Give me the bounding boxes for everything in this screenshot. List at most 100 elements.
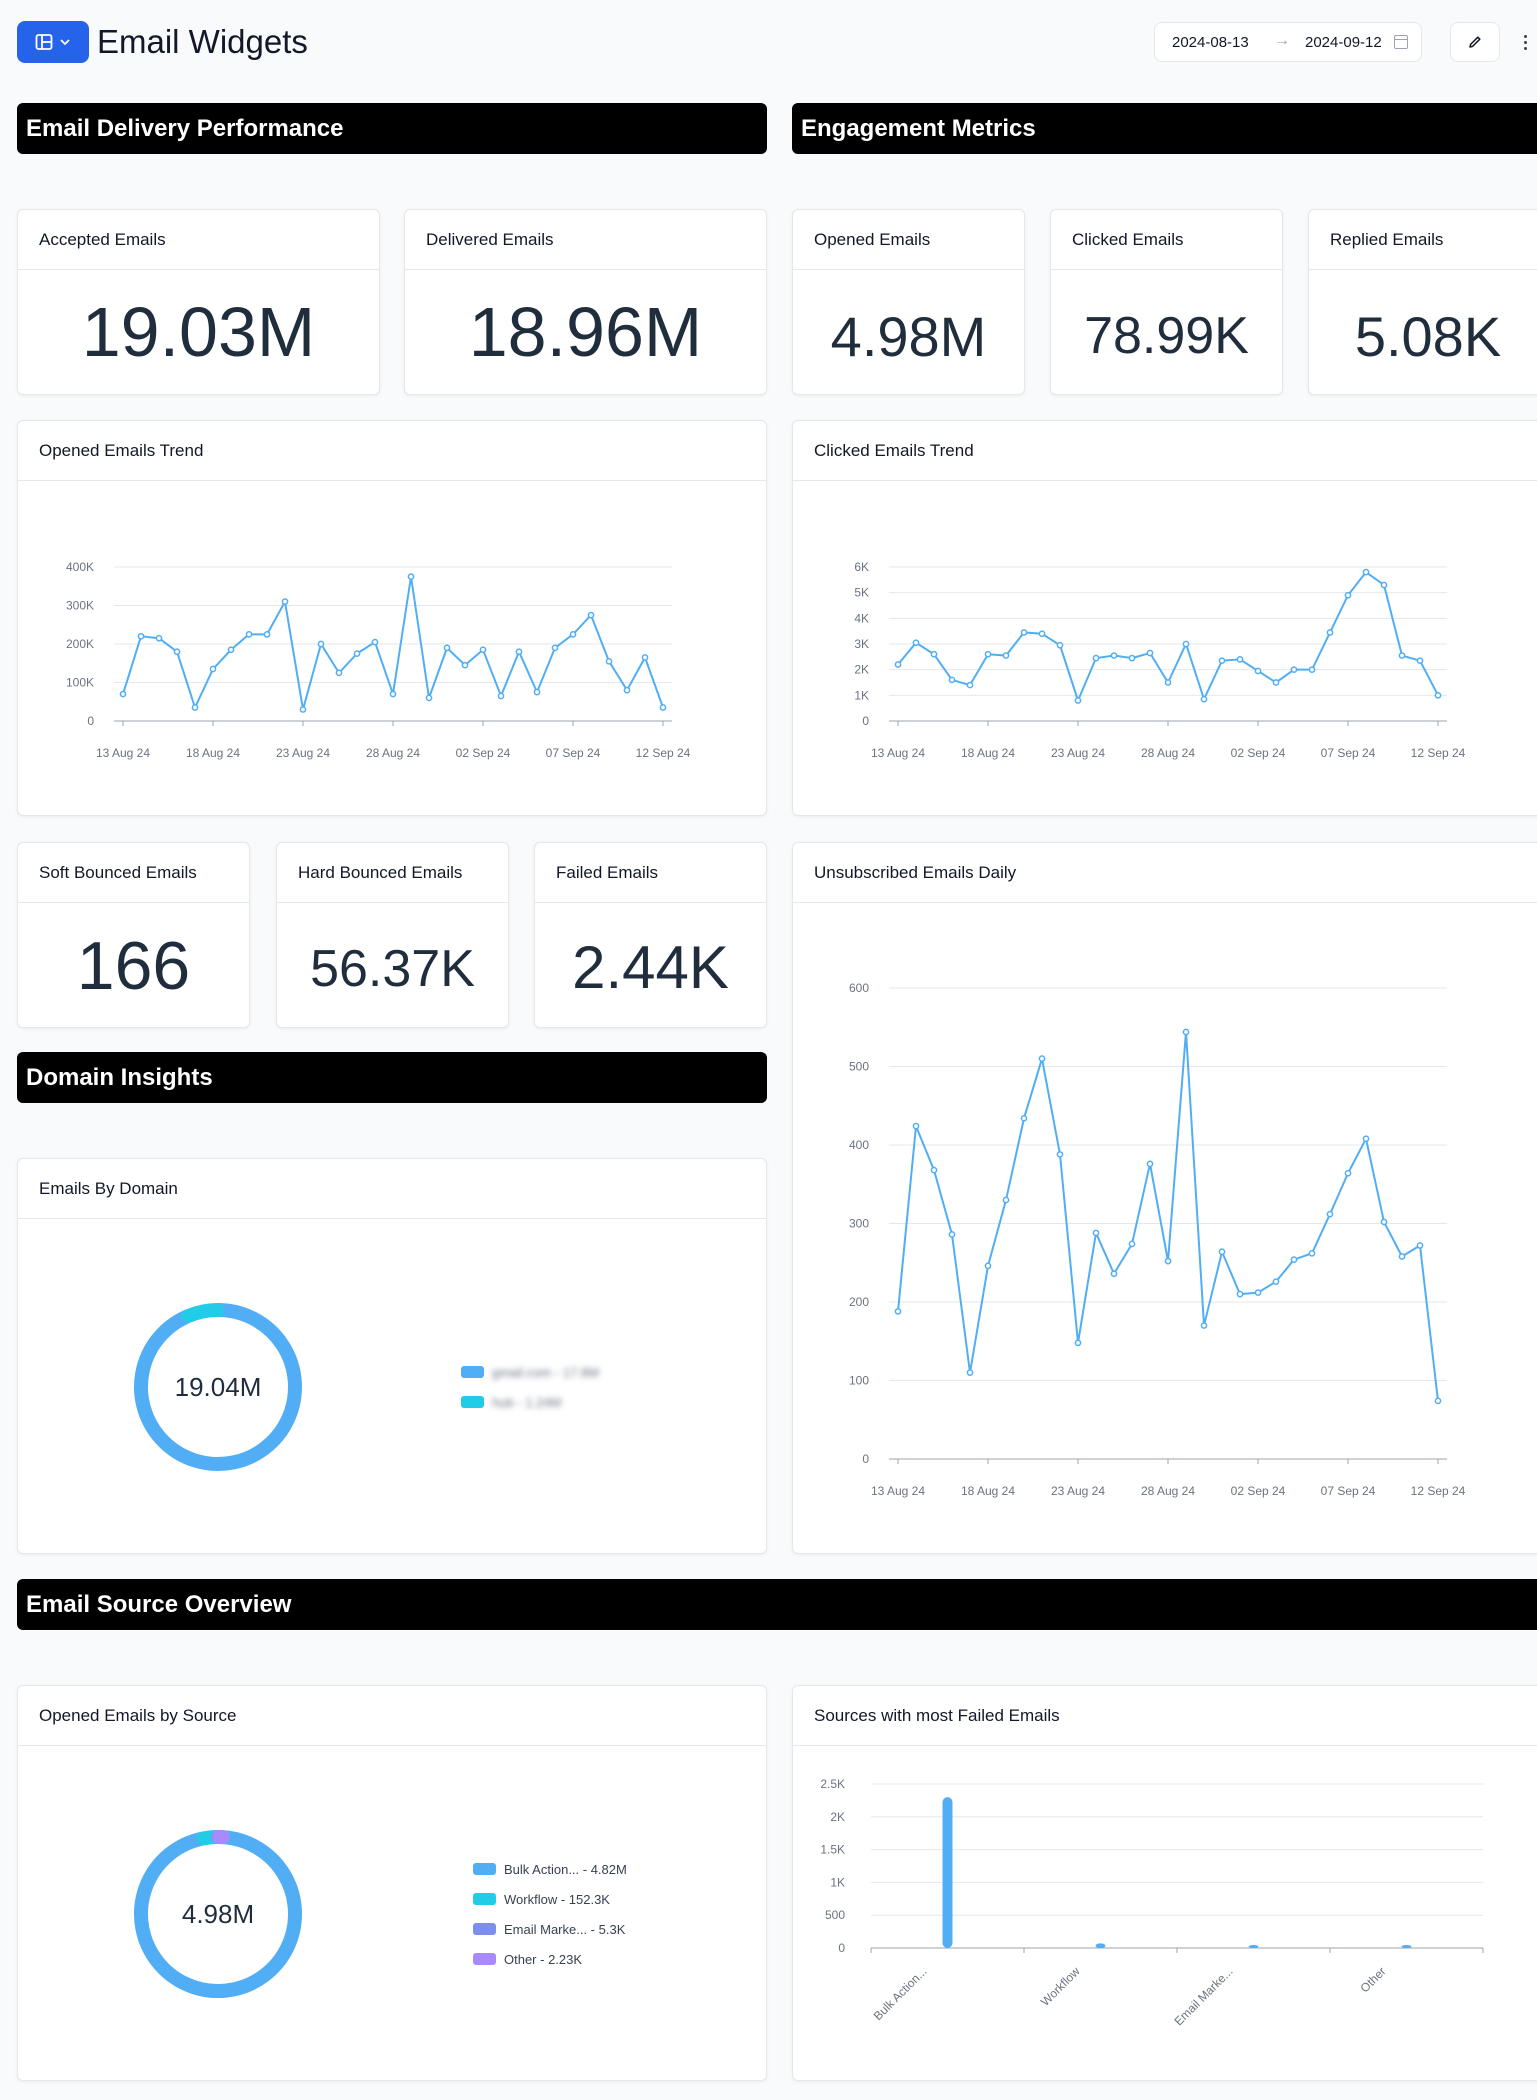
y-tick-label: 600 [849, 981, 869, 995]
y-tick-label: 500 [825, 1908, 845, 1922]
legend-label: Workflow - 152.3K [504, 1891, 610, 1907]
kpi-label: Opened Emails [814, 230, 931, 249]
data-point [984, 1262, 992, 1270]
data-point [1164, 679, 1172, 686]
kpi-value: 5.08K [1354, 305, 1502, 368]
data-point [1398, 1253, 1406, 1260]
y-tick-label: 1K [830, 1875, 845, 1889]
legend-item[interactable]: hub - 1.24M [461, 1387, 599, 1417]
more-options-button[interactable] [1516, 22, 1534, 62]
failed-by-source-chart: 0 500 1K 1.5K 2K 2.5K Bulk Action... Workflow Em… [820, 1777, 1484, 2028]
data-point [1200, 1322, 1208, 1329]
emails-by-domain-donut: 19.04M [134, 1303, 302, 1471]
kpi-label: Clicked Emails [1072, 230, 1184, 249]
layout-menu-button[interactable] [17, 21, 89, 63]
x-tick-label: 13 Aug 24 [871, 1484, 925, 1498]
x-tick-label: 28 Aug 24 [1141, 1484, 1195, 1498]
bar [1095, 1943, 1106, 1948]
legend-label: hub - 1.24M [492, 1394, 562, 1410]
y-tick-label: 200 [849, 1295, 869, 1309]
opened-trend-chart: 0 100K 200K 300K 400K 13 Aug 24 18 Aug 24 23 Au… [66, 560, 691, 760]
kpi-value: 4.98M [830, 305, 987, 368]
section-email-source: Email Source Overview [17, 1579, 1537, 1630]
y-tick-label: 2K [854, 663, 869, 677]
bar [1401, 1945, 1412, 1948]
legend-item[interactable]: Email Marke... - 5.3K [473, 1914, 627, 1944]
data-point [209, 665, 217, 673]
legend-item[interactable]: gmail.com - 17.8M [461, 1357, 599, 1387]
x-tick-label: Email Marke... [1171, 1964, 1235, 2028]
domain-legend: gmail.com - 17.8M hub - 1.24M [461, 1357, 599, 1417]
y-tick-label: 1K [854, 688, 869, 702]
y-tick-label: 4K [854, 611, 869, 625]
data-point [1074, 1339, 1082, 1347]
data-point [1074, 697, 1082, 704]
donut-slice [134, 1830, 302, 1998]
data-point [245, 631, 253, 638]
data-point [1056, 1151, 1064, 1158]
x-tick-label: 07 Sep 24 [1321, 746, 1376, 760]
data-point [930, 1166, 938, 1174]
donut-slice [181, 1303, 224, 1323]
y-tick-label: 300K [66, 599, 94, 613]
kpi-value: 56.37K [310, 940, 475, 998]
data-point [335, 669, 343, 677]
legend-label: Email Marke... - 5.3K [504, 1921, 626, 1937]
data-point [191, 704, 199, 711]
data-point [1272, 1278, 1280, 1285]
data-point [1344, 1169, 1352, 1177]
data-point [912, 639, 920, 647]
x-tick-label: 18 Aug 24 [961, 746, 1015, 760]
y-tick-label: 100 [849, 1374, 869, 1388]
chart-title: Opened Emails Trend [39, 441, 204, 460]
data-point [461, 661, 469, 669]
date-end[interactable]: 2024-09-12 [1305, 34, 1382, 51]
legend-item[interactable]: Other - 2.23K [473, 1944, 627, 1974]
kpi-value: 166 [76, 928, 191, 1004]
data-point [1182, 640, 1190, 648]
data-point [1020, 629, 1028, 636]
y-tick-label: 6K [854, 560, 869, 574]
data-point [155, 634, 163, 642]
data-point [930, 650, 938, 658]
kpi-value: 19.03M [81, 293, 316, 371]
data-point [966, 681, 974, 689]
date-range-picker[interactable]: 2024-08-13 → 2024-09-12 [1154, 22, 1422, 62]
data-point [479, 646, 487, 654]
kpi-label: Hard Bounced Emails [298, 863, 463, 882]
failed-by-source-card: Sources with most Failed Emails 0 500 1K 1.… [792, 1685, 1537, 2081]
legend-label: Other - 2.23K [504, 1951, 583, 1967]
data-point [1020, 1114, 1028, 1122]
data-point [1092, 1229, 1100, 1237]
chart-title: Unsubscribed Emails Daily [814, 863, 1017, 882]
data-point [587, 611, 595, 619]
data-point [966, 1369, 974, 1377]
chart-title: Sources with most Failed Emails [814, 1706, 1060, 1725]
data-point [1146, 1160, 1154, 1168]
x-tick-label: 28 Aug 24 [1141, 746, 1195, 760]
data-point [1038, 630, 1046, 638]
data-point [569, 631, 577, 638]
y-tick-label: 1.5K [820, 1843, 845, 1857]
edit-button[interactable] [1450, 22, 1500, 62]
opened-trend-card: Opened Emails Trend 0 100K 200K 300K 400K 13 … [17, 420, 767, 816]
kpi-value: 18.96M [468, 293, 703, 371]
data-point [1218, 1248, 1226, 1256]
y-tick-label: 5K [854, 586, 869, 600]
source-legend: Bulk Action... - 4.82M Workflow - 152.3K… [473, 1854, 627, 1974]
calendar-icon [1394, 35, 1408, 49]
legend-item[interactable]: Bulk Action... - 4.82M [473, 1854, 627, 1884]
data-point [389, 690, 397, 698]
date-start[interactable]: 2024-08-13 [1172, 34, 1249, 51]
y-tick-label: 0 [862, 1452, 869, 1466]
opened-by-source-card: Opened Emails by Source 4.98M Bulk Actio… [17, 1685, 767, 2081]
data-point [1236, 656, 1244, 663]
x-tick-label: Bulk Action... [871, 1964, 930, 2023]
data-point [894, 661, 902, 668]
data-point [1326, 1210, 1334, 1218]
legend-item[interactable]: Workflow - 152.3K [473, 1884, 627, 1914]
section-engagement: Engagement Metrics [792, 103, 1537, 154]
data-point [1200, 695, 1208, 703]
kpi-label: Soft Bounced Emails [39, 863, 197, 882]
legend-label: Bulk Action... - 4.82M [504, 1861, 627, 1877]
